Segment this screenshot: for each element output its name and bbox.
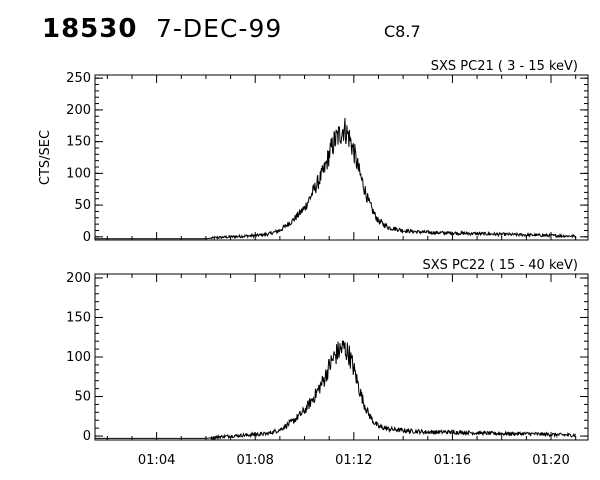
- series-line: [95, 340, 577, 441]
- x-tick-label: 01:20: [532, 453, 569, 468]
- y-tick-label: 0: [83, 230, 91, 245]
- panel-title: SXS PC22 ( 15 - 40 keV): [422, 258, 578, 273]
- y-tick-label: 50: [74, 198, 91, 213]
- plot-frame: [94, 273, 589, 441]
- y-tick-label: 50: [74, 390, 91, 405]
- x-tick-label: 01:08: [236, 453, 273, 468]
- y-tick-label: 200: [66, 103, 91, 118]
- x-tick-label: 01:16: [434, 453, 471, 468]
- event-date: 7-DEC-99: [156, 14, 283, 43]
- y-tick-label: 200: [66, 271, 91, 286]
- event-number: 18530: [42, 14, 138, 44]
- panel-title: SXS PC21 ( 3 - 15 keV): [431, 59, 578, 74]
- y-axis-label: CTS/SEC: [38, 130, 53, 185]
- y-tick-label: 150: [66, 310, 91, 325]
- y-tick-label: 100: [66, 166, 91, 181]
- y-tick-label: 250: [66, 71, 91, 86]
- panel-1: 0 50 100 150 200 250 SXS PC21 ( 3 - 15 keV) CTS…: [38, 59, 589, 245]
- y-tick-label: 0: [83, 429, 91, 444]
- goes-class-label: C8.7: [384, 22, 421, 41]
- x-tick-label: 01:12: [335, 453, 372, 468]
- y-tick-label: 100: [66, 350, 91, 365]
- x-tick-label: 01:04: [138, 453, 175, 468]
- series-line: [95, 117, 577, 241]
- plot-frame: [94, 74, 589, 241]
- panel-2: 0 50 100 150 200 01:04 01:08 01:12 01:16 01:20 SXS…: [66, 258, 589, 468]
- y-tick-label: 150: [66, 135, 91, 150]
